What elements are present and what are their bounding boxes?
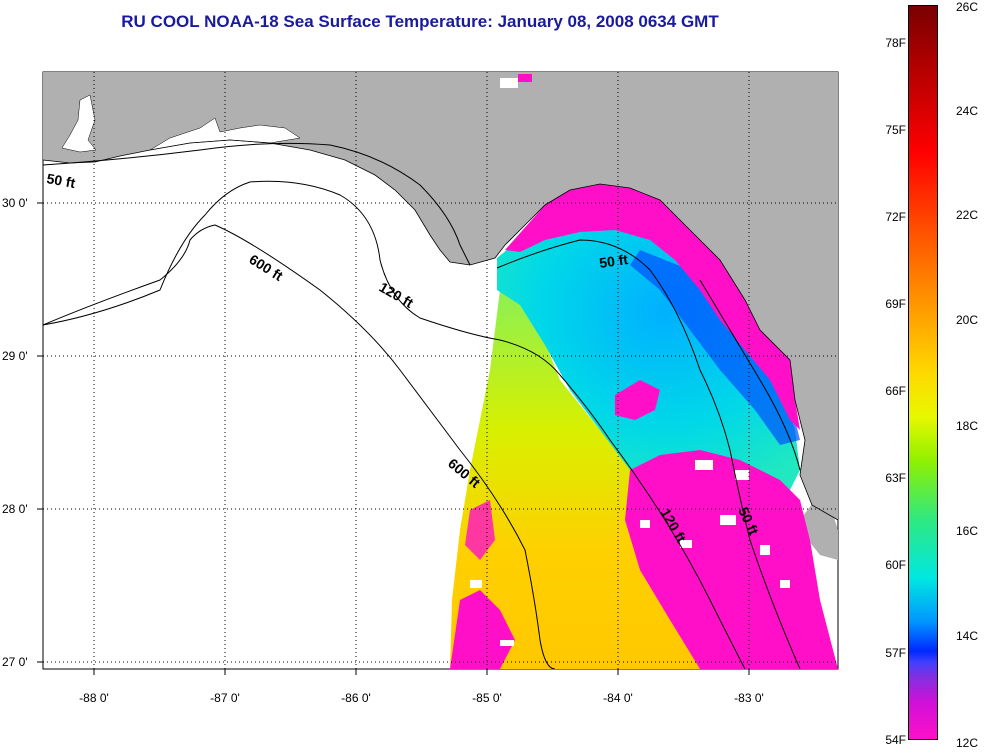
colorbar-f-78: 78F bbox=[885, 36, 906, 50]
land-mass bbox=[43, 72, 838, 520]
inland-lake-sst bbox=[518, 74, 532, 82]
lon-label-83: -83 0' bbox=[734, 691, 764, 705]
lon-label-87: -87 0' bbox=[210, 691, 240, 705]
colorbar-f-57: 57F bbox=[885, 646, 906, 660]
contour-600ft bbox=[42, 224, 556, 670]
contour-120ft-florida bbox=[559, 374, 746, 670]
colorbar-c-24: 24C bbox=[956, 104, 979, 118]
sst-map: 50 ft 600 ft 120 ft 50 ft 600 ft 120 ft … bbox=[2, 71, 839, 705]
mobile-bay bbox=[61, 94, 97, 153]
contour-50ft-east bbox=[699, 279, 801, 471]
colorbar-c-20: 20C bbox=[956, 313, 979, 327]
lat-label-28: 28 0' bbox=[2, 502, 28, 516]
contour-50ft-west bbox=[42, 142, 471, 266]
contour-120ft-west bbox=[42, 180, 561, 376]
contour-50ft-florida bbox=[496, 239, 801, 670]
lon-label-88: -88 0' bbox=[79, 691, 109, 705]
depth-contours bbox=[42, 142, 801, 670]
colorbar-f-72: 72F bbox=[885, 210, 906, 224]
colorbar-c-12: 12C bbox=[956, 736, 979, 750]
map-title: RU COOL NOAA-18 Sea Surface Temperature:… bbox=[121, 12, 719, 31]
lat-label-29: 29 0' bbox=[2, 349, 28, 363]
lat-label-30: 30 0' bbox=[2, 196, 28, 210]
graticule bbox=[43, 72, 838, 669]
colorbar-c-16: 16C bbox=[956, 524, 979, 538]
lat-label-27: 27 0' bbox=[2, 655, 28, 669]
colorbar-c-18: 18C bbox=[956, 419, 979, 433]
colorbar-f-60: 60F bbox=[885, 558, 906, 572]
frame-ticks bbox=[37, 202, 750, 675]
colorbar-f-75: 75F bbox=[885, 123, 906, 137]
lon-label-85: -85 0' bbox=[472, 691, 502, 705]
inland-lake bbox=[500, 78, 518, 88]
temperature-colorbar bbox=[908, 5, 938, 740]
depth-label-50ft-mid: 50 ft bbox=[598, 251, 629, 271]
colorbar-f-69: 69F bbox=[885, 297, 906, 311]
lon-label-86: -86 0' bbox=[341, 691, 371, 705]
colorbar-c-22: 22C bbox=[956, 208, 979, 222]
coastline bbox=[42, 139, 839, 521]
colorbar-f-63: 63F bbox=[885, 471, 906, 485]
depth-label-50ft-west: 50 ft bbox=[45, 170, 76, 191]
colorbar-f-66: 66F bbox=[885, 384, 906, 398]
lon-label-84: -84 0' bbox=[603, 691, 633, 705]
florida-bay-shore bbox=[800, 500, 838, 560]
colorbar-c-14: 14C bbox=[956, 629, 979, 643]
colorbar-c-26: 26C bbox=[956, 0, 979, 14]
colorbar-f-54: 54F bbox=[885, 733, 906, 747]
